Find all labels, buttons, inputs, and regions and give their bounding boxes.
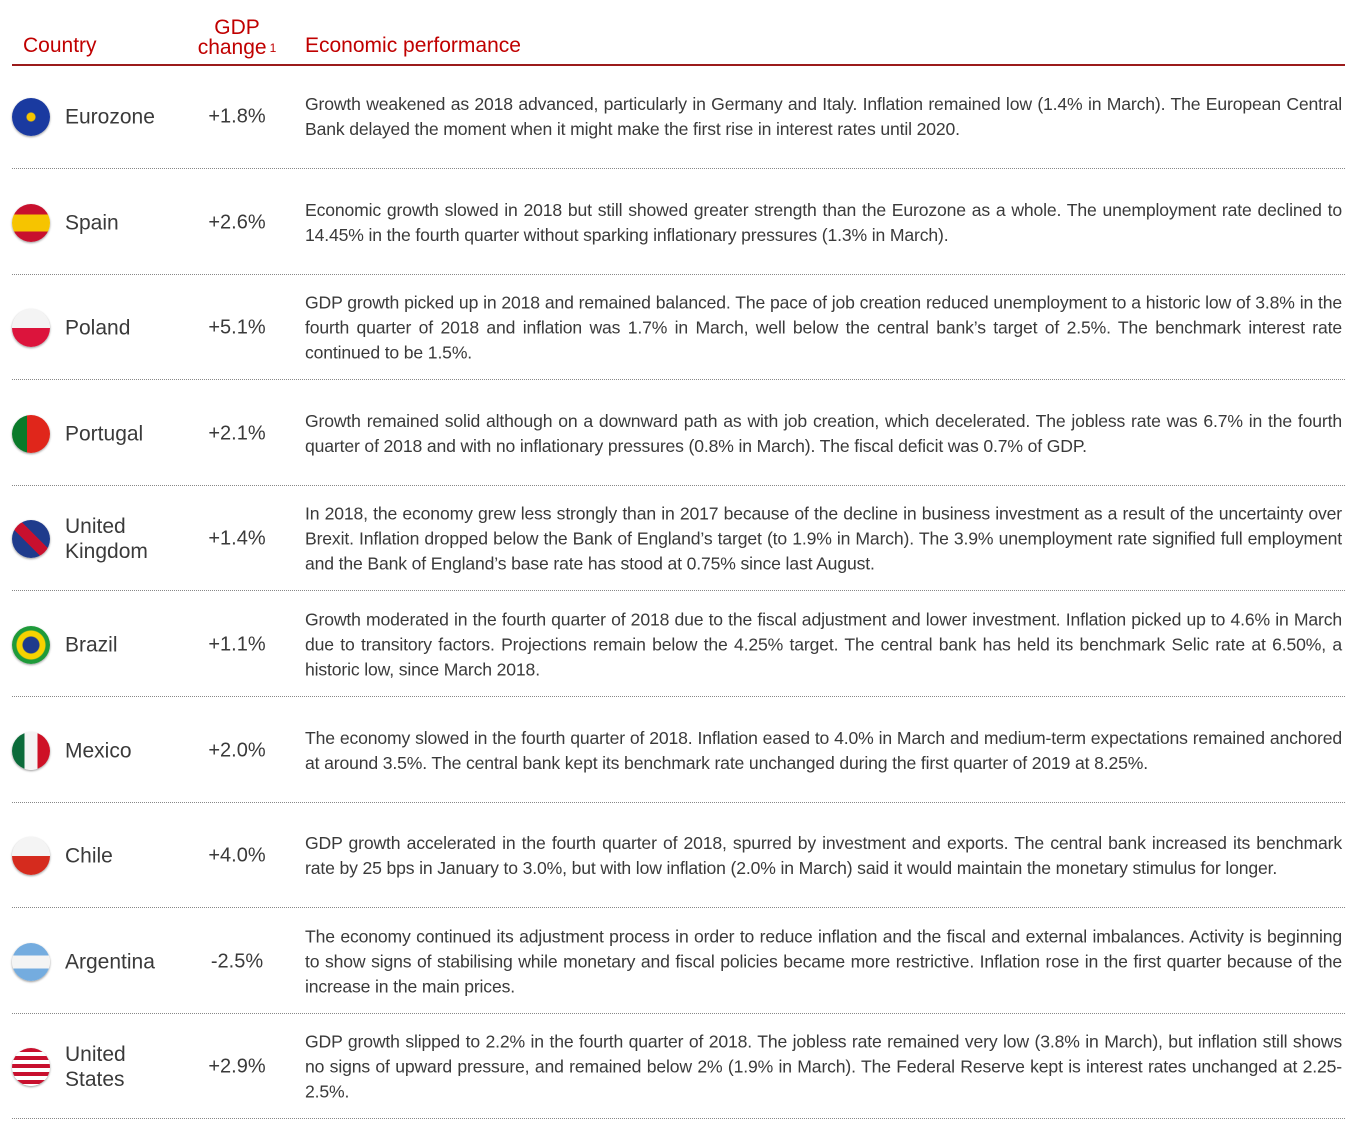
flag-icon	[12, 203, 50, 242]
gdp-change: +1.1%	[208, 633, 266, 656]
flag-icon	[12, 309, 50, 348]
performance-text: Growth moderated in the fourth quarter o…	[305, 609, 1342, 680]
table-row: Mexico +2.0% The economy slowed in the fou…	[12, 700, 1345, 803]
performance-text: GDP growth picked up in 2018 and remaine…	[305, 292, 1342, 363]
gdp-change: +2.0%	[208, 739, 266, 762]
table-row: Argentina -2.5% The economy continued its …	[12, 911, 1345, 1014]
performance-text: The economy continued its adjustment pro…	[305, 926, 1342, 997]
header-gdp-line: GDP	[214, 16, 260, 39]
gdp-change: +1.8%	[208, 105, 266, 128]
header-gdp-line: change	[197, 36, 267, 59]
gdp-change: +5.1%	[208, 316, 266, 339]
header-performance: Economic performance	[305, 34, 521, 57]
gdp-change: +1.4%	[208, 527, 266, 550]
flag-icon	[12, 626, 50, 664]
gdp-change: +2.1%	[208, 422, 266, 445]
table-row: Brazil +1.1% Growth moderated in the fourt…	[12, 594, 1345, 697]
gdp-change: -2.5%	[210, 950, 264, 973]
flag-icon	[12, 731, 50, 770]
table-header: Country GDP change 1 Economic performance	[12, 0, 1345, 66]
performance-text: Growth weakened as 2018 advanced, partic…	[305, 94, 1342, 139]
gdp-change: +2.6%	[208, 211, 266, 234]
flag-icon	[12, 942, 50, 981]
table-row: United Kingdom +1.4% In 2018, the economy …	[12, 488, 1345, 592]
country: Spain	[65, 211, 119, 235]
performance-text: Economic growth slowed in 2018 but still…	[305, 199, 1342, 245]
header-country: Country	[23, 34, 97, 57]
flag-icon	[12, 414, 50, 453]
performance-text: GDP growth accelerated in the fourth qua…	[305, 833, 1342, 879]
country: Eurozone	[65, 105, 155, 129]
performance-text: In 2018, the economy grew less strongly …	[305, 503, 1342, 574]
performance-text: Growth remained solid although on a down…	[305, 410, 1342, 456]
table-row: Spain +2.6% Economic growth slowed in 2018…	[12, 172, 1345, 275]
header-gdp: GDP change 1	[192, 16, 282, 59]
performance-text: The economy slowed in the fourth quarter…	[305, 727, 1342, 773]
table-row: Eurozone +1.8% Growth weakened as 2018 adv…	[12, 66, 1345, 169]
country: United States	[65, 1043, 126, 1092]
flag-icon	[12, 520, 50, 559]
flag-icon	[12, 1048, 50, 1087]
table-row: Portugal +2.1% Growth remained solid altho…	[12, 383, 1345, 486]
flag-icon	[12, 837, 50, 876]
gdp-change: +2.9%	[208, 1055, 266, 1078]
country: Argentina	[65, 950, 155, 974]
footnote-mark: 1	[269, 41, 277, 55]
table-row: Poland +5.1% GDP growth picked up in 2018 …	[12, 277, 1345, 381]
performance-text: GDP growth slipped to 2.2% in the fourth…	[305, 1031, 1342, 1102]
table-row: United States +2.9% GDP growth slipped to …	[12, 1016, 1345, 1120]
country: Poland	[65, 316, 131, 340]
country: Mexico	[65, 739, 132, 763]
flag-icon	[12, 98, 50, 136]
country: United Kingdom	[65, 515, 148, 564]
table-row: Chile +4.0% GDP growth accelerated in the …	[12, 805, 1345, 909]
country: Chile	[65, 844, 113, 868]
country: Portugal	[65, 422, 144, 446]
country: Brazil	[65, 633, 118, 657]
gdp-change: +4.0%	[208, 844, 266, 867]
